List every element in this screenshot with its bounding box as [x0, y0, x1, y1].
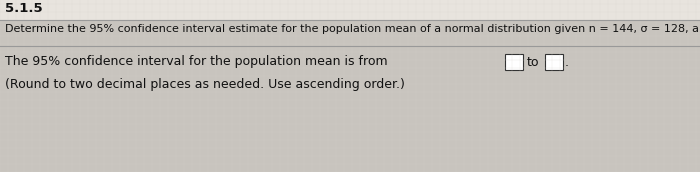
Bar [545, 54, 563, 70]
Text: The 95% confidence interval for the population mean is from: The 95% confidence interval for the popu… [5, 56, 391, 68]
Text: .: . [565, 56, 569, 68]
Text: 5.1.5: 5.1.5 [5, 2, 43, 15]
Text: Determine the 95% confidence interval estimate for the population mean of a norm: Determine the 95% confidence interval es… [5, 24, 700, 34]
Bar [505, 54, 523, 70]
Text: (Round to two decimal places as needed. Use ascending order.): (Round to two decimal places as needed. … [5, 78, 405, 91]
Text: to: to [527, 56, 540, 68]
Bar [0, 0, 700, 20]
